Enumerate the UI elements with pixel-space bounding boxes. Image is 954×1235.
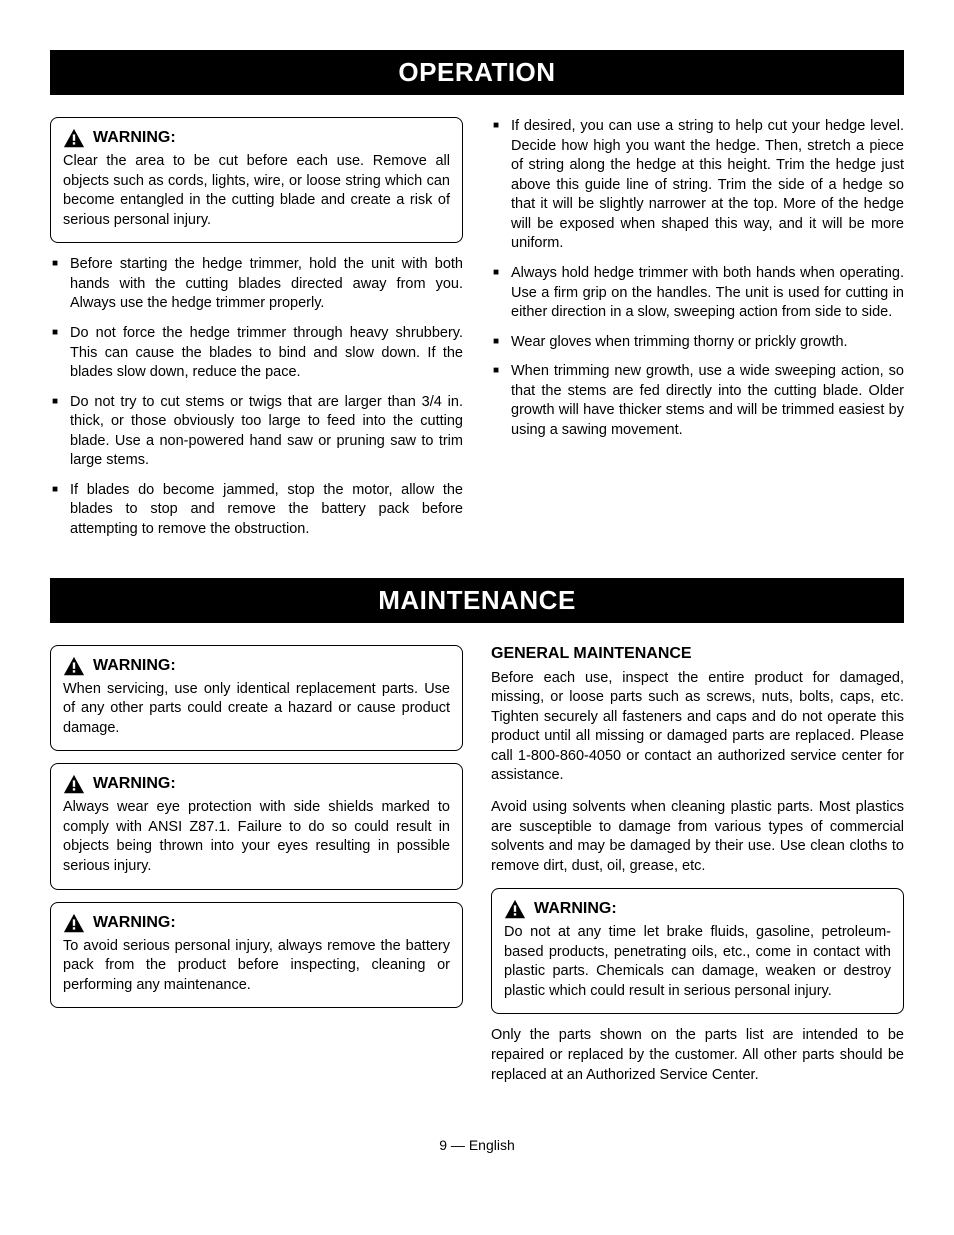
warning-triangle-icon (63, 913, 85, 933)
warning-body: Clear the area to be cut before each use… (63, 152, 450, 230)
warning-body: When servicing, use only identical repla… (63, 680, 450, 739)
manual-page: OPERATION WARNING: Clear the area to be … (0, 0, 954, 1183)
warning-label: WARNING: (504, 899, 891, 919)
list-item: Before starting the hedge trimmer, hold … (50, 255, 463, 314)
warning-body: Do not at any time let brake fluids, gas… (504, 923, 891, 1001)
warning-body: To avoid serious personal injury, always… (63, 937, 450, 996)
list-item: Do not try to cut stems or twigs that ar… (50, 393, 463, 471)
warning-label: WARNING: (63, 656, 450, 676)
list-item: Always hold hedge trimmer with both hand… (491, 264, 904, 323)
warning-label-text: WARNING: (534, 900, 617, 918)
list-item: Wear gloves when trimming thorny or pric… (491, 333, 904, 353)
warning-triangle-icon (63, 774, 85, 794)
warning-triangle-icon (63, 128, 85, 148)
warning-triangle-icon (63, 656, 85, 676)
body-paragraph: Avoid using solvents when cleaning plast… (491, 798, 904, 876)
maintenance-columns: WARNING: When servicing, use only identi… (50, 645, 904, 1098)
operation-left-column: WARNING: Clear the area to be cut before… (50, 117, 463, 550)
maintenance-right-column: GENERAL MAINTENANCE Before each use, ins… (491, 645, 904, 1098)
warning-box: WARNING: Clear the area to be cut before… (50, 117, 463, 243)
warning-label-text: WARNING: (93, 775, 176, 793)
warning-label-text: WARNING: (93, 914, 176, 932)
section-header-operation: OPERATION (50, 50, 904, 95)
warning-label: WARNING: (63, 913, 450, 933)
operation-right-column: If desired, you can use a string to help… (491, 117, 904, 550)
warning-body: Always wear eye protection with side shi… (63, 798, 450, 876)
operation-left-bullets: Before starting the hedge trimmer, hold … (50, 255, 463, 539)
body-paragraph: Before each use, inspect the entire prod… (491, 669, 904, 786)
list-item: If blades do become jammed, stop the mot… (50, 481, 463, 540)
list-item: Do not force the hedge trimmer through h… (50, 324, 463, 383)
page-footer: 9 — English (50, 1137, 904, 1153)
operation-right-bullets: If desired, you can use a string to help… (491, 117, 904, 440)
warning-label-text: WARNING: (93, 129, 176, 147)
general-maintenance-heading: GENERAL MAINTENANCE (491, 645, 904, 663)
warning-label-text: WARNING: (93, 657, 176, 675)
warning-box: WARNING: Do not at any time let brake fl… (491, 888, 904, 1014)
warning-label: WARNING: (63, 774, 450, 794)
warning-triangle-icon (504, 899, 526, 919)
operation-columns: WARNING: Clear the area to be cut before… (50, 117, 904, 550)
warning-box: WARNING: When servicing, use only identi… (50, 645, 463, 752)
warning-box: WARNING: Always wear eye protection with… (50, 763, 463, 889)
maintenance-left-column: WARNING: When servicing, use only identi… (50, 645, 463, 1098)
section-header-maintenance: MAINTENANCE (50, 578, 904, 623)
list-item: If desired, you can use a string to help… (491, 117, 904, 254)
warning-box: WARNING: To avoid serious personal injur… (50, 902, 463, 1009)
body-paragraph: Only the parts shown on the parts list a… (491, 1026, 904, 1085)
warning-label: WARNING: (63, 128, 450, 148)
list-item: When trimming new growth, use a wide swe… (491, 362, 904, 440)
